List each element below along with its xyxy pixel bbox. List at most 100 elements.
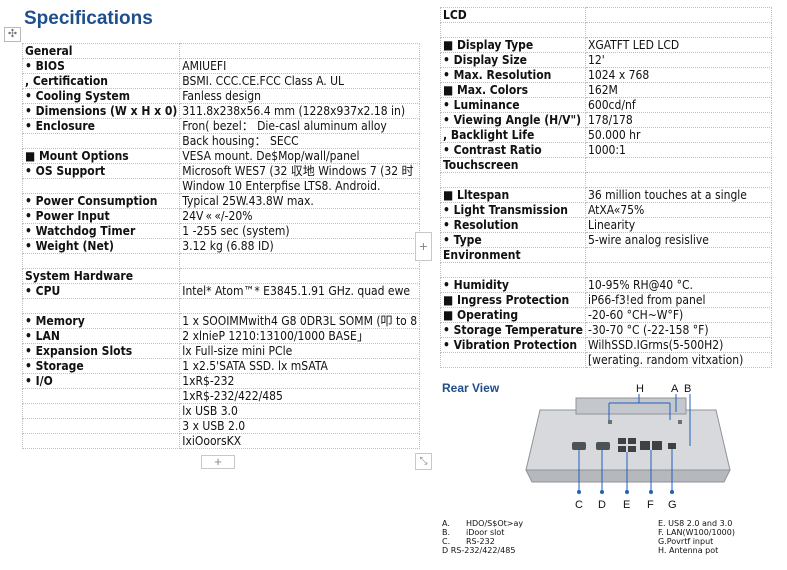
spec-row: • LAN 2 xlnieP 1210:13100/1000 BASE」: [21, 328, 421, 344]
spec-row: • Storage Temperature -30-70 °C (-22-158 …: [440, 322, 773, 338]
spec-row: • Weight (Net) 3.12 kg (6.88 ID): [21, 238, 421, 254]
empty-cell: [584, 22, 773, 38]
port-rs485: [596, 442, 610, 450]
spec-key: • Viewing Angle (H/V"): [440, 112, 586, 128]
callout-e: E: [623, 499, 630, 511]
empty-cell: [179, 298, 421, 314]
section-title: Touchscreen: [440, 157, 586, 173]
legend-item: E. US8 2.0 and 3.0: [658, 519, 733, 528]
section-title: General: [21, 43, 181, 59]
spec-row: • Max. Resolution 1024 x 768: [440, 67, 773, 83]
spec-row: • Dimensions (W x H x 0) 311.8x238x56.4 m…: [21, 103, 421, 119]
legend-item: C. RS-232: [442, 537, 495, 546]
spec-key: , Certification: [21, 73, 181, 89]
spec-row: ■ Max. Colors 162M: [440, 82, 773, 98]
spec-key: , Backlight Life: [440, 127, 586, 143]
legend-item: D RS-232/422/485: [442, 546, 516, 555]
spec-row: • Display Size 12': [440, 52, 773, 68]
spec-row: • OS Support Microsoft WES7 (32 収地 Window…: [21, 163, 421, 179]
spec-key: • Storage Temperature: [440, 322, 586, 338]
spec-value: lx Full-size mini PCle: [179, 343, 421, 359]
spec-row: IxiOoorsKX: [21, 433, 421, 449]
spec-key: ■ Display Type: [440, 37, 586, 53]
spec-key: • LAN: [21, 328, 181, 344]
spec-key: • Humidity: [440, 277, 586, 293]
section-title: System Hardware: [21, 268, 181, 284]
rear-view-legend-left: A. HDO/S$Ot>ay B. iDoor slot C. RS-232 D RS…: [442, 519, 523, 555]
spacer-row: [440, 262, 773, 278]
spec-key: [21, 178, 181, 194]
spec-row: • Contrast Ratio 1000:1: [440, 142, 773, 158]
section-header-row: General: [21, 43, 421, 59]
spec-value: 1xR$-232: [179, 373, 421, 389]
spec-key: [21, 388, 181, 404]
spec-value: AtXA«75%: [584, 202, 773, 218]
section-header-row: Environment: [440, 247, 773, 263]
spacer-row: [440, 22, 773, 38]
page-title: Specifications: [24, 8, 153, 29]
spec-value: 1 x2.5'SATA SSD. lx mSATA: [179, 358, 421, 374]
empty-cell: [584, 7, 773, 23]
spec-value: 50.000 hr: [584, 127, 773, 143]
spacer-row: [440, 172, 773, 188]
spec-value: AMIUEFI: [179, 58, 421, 74]
spec-row: • Power Input 24V « «/-20%: [21, 208, 421, 224]
spec-value: Intel* Atom™* E3845.1.91 GHz. quad ewe: [179, 283, 421, 299]
legend-item: H. Antenna pot: [658, 546, 719, 555]
spec-value: 24V « «/-20%: [179, 208, 421, 224]
spacer-row: [21, 253, 421, 269]
spec-value: Microsoft WES7 (32 収地 Windows 7 (32 时: [179, 163, 421, 179]
spec-row: • CPU Intel* Atom™* E3845.1.91 GHz. quad …: [21, 283, 421, 299]
table-resize-handle-icon[interactable]: ⤡: [415, 453, 432, 470]
spec-value: Back housing： SECC: [179, 133, 421, 149]
spec-value: -20-60 °CH~W°F): [584, 307, 773, 323]
table-move-handle-icon[interactable]: ✣: [4, 27, 21, 42]
spec-value: XGATFT LED LCD: [584, 37, 773, 53]
empty-cell: [584, 262, 773, 278]
legend-item: A. HDO/S$Ot>ay: [442, 519, 524, 528]
spec-row: • Storage 1 x2.5'SATA SSD. lx mSATA: [21, 358, 421, 374]
spec-row: • I/O 1xR$-232: [21, 373, 421, 389]
port-usb-2: [628, 438, 636, 444]
spec-value: 3.12 kg (6.88 ID): [179, 238, 421, 254]
callout-f: F: [647, 499, 654, 511]
spec-value: Window 10 Enterpfise LTS8. Android.: [179, 178, 421, 194]
callout-d: D: [598, 499, 606, 511]
spec-value: 12': [584, 52, 773, 68]
spec-value: 311.8x238x56.4 mm (1228x937x2.18 in): [179, 103, 421, 119]
insert-column-plus-icon[interactable]: +: [415, 232, 432, 261]
spec-key: • I/O: [21, 373, 181, 389]
spec-key: [21, 418, 181, 434]
callout-b: B: [684, 383, 691, 395]
spec-value: lx USB 3.0: [179, 403, 421, 419]
port-usb-1: [618, 438, 626, 444]
device-top-panel: [575, 397, 687, 415]
spec-key: ■ Max. Colors: [440, 82, 586, 98]
empty-cell: [440, 22, 586, 38]
rear-view-legend-right: E. US8 2.0 and 3.0 F. LAN(W100/1000) G. P…: [658, 519, 735, 555]
spec-row: Window 10 Enterpfise LTS8. Android.: [21, 178, 421, 194]
spec-key: • Luminance: [440, 97, 586, 113]
insert-row-plus-icon[interactable]: +: [201, 455, 235, 469]
spec-value: 10-95% RH@40 °C.: [584, 277, 773, 293]
spec-key: • Memory: [21, 313, 181, 329]
spec-value: 178/178: [584, 112, 773, 128]
spec-key: [21, 433, 181, 449]
spec-row: ■ Display Type XGATFT LED LCD: [440, 37, 773, 53]
spec-row: • Viewing Angle (H/V") 178/178: [440, 112, 773, 128]
empty-cell: [440, 172, 586, 188]
spec-key: • Cooling System: [21, 88, 181, 104]
spec-value: 2 xlnieP 1210:13100/1000 BASE」: [179, 328, 421, 344]
spec-key: • Max. Resolution: [440, 67, 586, 83]
spec-row: , Backlight Life 50.000 hr: [440, 127, 773, 143]
spec-row: • Cooling System Fanless design: [21, 88, 421, 104]
rear-view-heading: Rear View: [442, 381, 500, 395]
spec-row: • BIOS AMIUEFI: [21, 58, 421, 74]
display-spec-table: LCD ■ Display Type XGATFT LED LCD • Displa…: [440, 7, 773, 368]
spec-row: Back housing： SECC: [21, 133, 421, 149]
spec-value: IxiOoorsKX: [179, 433, 421, 449]
port-power: [668, 443, 676, 449]
spec-key: ■ Ingress Protection: [440, 292, 586, 308]
empty-cell: [584, 172, 773, 188]
empty-cell: [179, 253, 421, 269]
